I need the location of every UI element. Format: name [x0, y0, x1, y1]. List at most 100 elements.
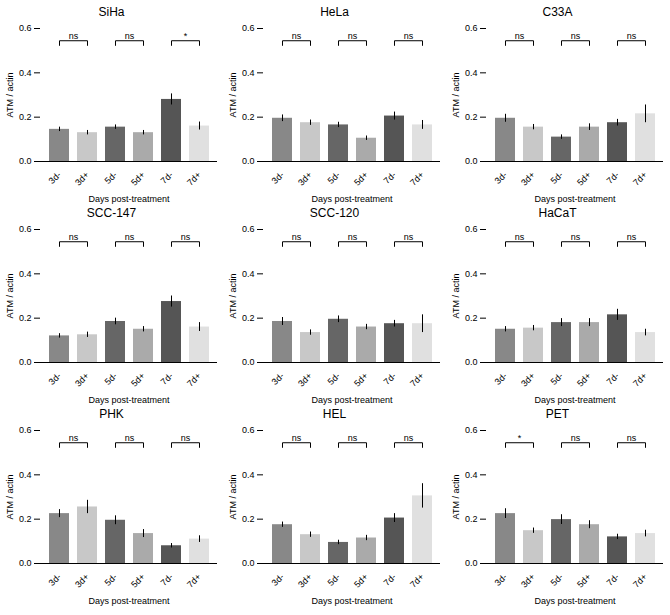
svg-text:0.6: 0.6 [465, 425, 478, 435]
svg-text:0.0: 0.0 [242, 558, 255, 568]
svg-text:7d-: 7d- [382, 371, 398, 387]
svg-text:ATM / actin: ATM / actin [5, 274, 15, 319]
svg-text:ATM / actin: ATM / actin [228, 73, 238, 118]
svg-text:0.6: 0.6 [242, 224, 255, 234]
svg-text:ns: ns [348, 31, 358, 41]
svg-text:0.6: 0.6 [465, 224, 478, 234]
svg-text:0.0: 0.0 [242, 357, 255, 367]
svg-text:0.6: 0.6 [19, 425, 32, 435]
svg-text:3d-: 3d- [270, 170, 286, 186]
svg-text:7d+: 7d+ [185, 371, 203, 389]
svg-text:5d-: 5d- [103, 371, 119, 387]
svg-text:5d+: 5d+ [129, 371, 147, 389]
svg-text:3d-: 3d- [270, 371, 286, 387]
svg-text:0.4: 0.4 [242, 470, 255, 480]
svg-text:0.4: 0.4 [465, 269, 478, 279]
svg-text:Days post-treatment: Days post-treatment [88, 194, 170, 204]
svg-text:ATM / actin: ATM / actin [228, 274, 238, 319]
svg-text:7d-: 7d- [159, 371, 175, 387]
svg-text:0.2: 0.2 [19, 112, 32, 122]
svg-text:3d-: 3d- [493, 170, 509, 186]
svg-text:0.0: 0.0 [19, 558, 32, 568]
svg-text:Days post-treatment: Days post-treatment [88, 596, 170, 606]
svg-text:7d-: 7d- [605, 572, 621, 588]
svg-text:ns: ns [627, 232, 637, 242]
svg-text:7d+: 7d+ [631, 170, 649, 188]
svg-text:0.6: 0.6 [242, 23, 255, 33]
svg-text:ns: ns [69, 31, 79, 41]
svg-text:ns: ns [627, 31, 637, 41]
svg-text:ns: ns [571, 433, 581, 443]
svg-text:3d+: 3d+ [296, 572, 314, 590]
svg-text:ns: ns [404, 433, 414, 443]
svg-text:0.4: 0.4 [242, 269, 255, 279]
svg-text:5d+: 5d+ [352, 371, 370, 389]
svg-text:5d-: 5d- [103, 170, 119, 186]
svg-text:3d-: 3d- [270, 572, 286, 588]
svg-text:5d+: 5d+ [575, 371, 593, 389]
svg-text:ns: ns [125, 232, 135, 242]
svg-text:ATM / actin: ATM / actin [451, 73, 461, 118]
svg-text:5d-: 5d- [326, 371, 342, 387]
svg-text:7d-: 7d- [159, 572, 175, 588]
svg-text:0.4: 0.4 [465, 470, 478, 480]
svg-text:7d+: 7d+ [408, 371, 426, 389]
svg-text:5d-: 5d- [326, 170, 342, 186]
svg-text:ATM / actin: ATM / actin [5, 475, 15, 520]
svg-text:0.2: 0.2 [19, 514, 32, 524]
svg-text:ns: ns [125, 31, 135, 41]
svg-text:ns: ns [181, 232, 191, 242]
svg-text:7d-: 7d- [605, 170, 621, 186]
svg-text:Days post-treatment: Days post-treatment [311, 194, 393, 204]
svg-text:ns: ns [404, 31, 414, 41]
svg-text:7d+: 7d+ [408, 170, 426, 188]
svg-text:ns: ns [627, 433, 637, 443]
svg-text:Days post-treatment: Days post-treatment [534, 395, 616, 405]
svg-text:ns: ns [292, 433, 302, 443]
svg-text:0.2: 0.2 [242, 112, 255, 122]
svg-text:0.4: 0.4 [242, 68, 255, 78]
svg-text:ATM / actin: ATM / actin [451, 475, 461, 520]
svg-text:5d-: 5d- [549, 170, 565, 186]
svg-text:0.0: 0.0 [19, 357, 32, 367]
svg-text:ns: ns [125, 433, 135, 443]
svg-text:*: * [518, 433, 522, 443]
svg-text:0.6: 0.6 [19, 224, 32, 234]
svg-text:3d+: 3d+ [73, 371, 91, 389]
svg-text:0.4: 0.4 [19, 68, 32, 78]
svg-text:0.2: 0.2 [465, 514, 478, 524]
svg-text:5d+: 5d+ [575, 572, 593, 590]
svg-text:0.2: 0.2 [242, 313, 255, 323]
svg-text:ATM / actin: ATM / actin [228, 475, 238, 520]
svg-text:3d+: 3d+ [296, 371, 314, 389]
svg-text:5d-: 5d- [549, 371, 565, 387]
svg-text:0.4: 0.4 [19, 269, 32, 279]
svg-text:7d-: 7d- [159, 170, 175, 186]
svg-text:7d+: 7d+ [631, 572, 649, 590]
svg-text:0.0: 0.0 [465, 558, 478, 568]
svg-text:Days post-treatment: Days post-treatment [534, 596, 616, 606]
svg-text:Days post-treatment: Days post-treatment [311, 596, 393, 606]
svg-text:7d+: 7d+ [185, 170, 203, 188]
svg-text:ns: ns [571, 31, 581, 41]
svg-text:7d-: 7d- [382, 170, 398, 186]
svg-text:Days post-treatment: Days post-treatment [311, 395, 393, 405]
svg-text:5d+: 5d+ [129, 572, 147, 590]
svg-text:0.2: 0.2 [19, 313, 32, 323]
svg-text:ATM / actin: ATM / actin [5, 73, 15, 118]
svg-text:0.4: 0.4 [465, 68, 478, 78]
svg-text:0.4: 0.4 [19, 470, 32, 480]
svg-text:7d+: 7d+ [631, 371, 649, 389]
svg-text:ATM / actin: ATM / actin [451, 274, 461, 319]
svg-text:3d-: 3d- [47, 170, 63, 186]
svg-text:3d+: 3d+ [73, 572, 91, 590]
svg-text:0.2: 0.2 [465, 112, 478, 122]
svg-text:5d+: 5d+ [575, 170, 593, 188]
svg-text:ns: ns [515, 31, 525, 41]
svg-text:0.0: 0.0 [465, 357, 478, 367]
svg-text:7d-: 7d- [605, 371, 621, 387]
svg-text:5d-: 5d- [549, 572, 565, 588]
svg-text:*: * [184, 31, 188, 41]
svg-text:ns: ns [69, 232, 79, 242]
svg-text:ns: ns [348, 433, 358, 443]
